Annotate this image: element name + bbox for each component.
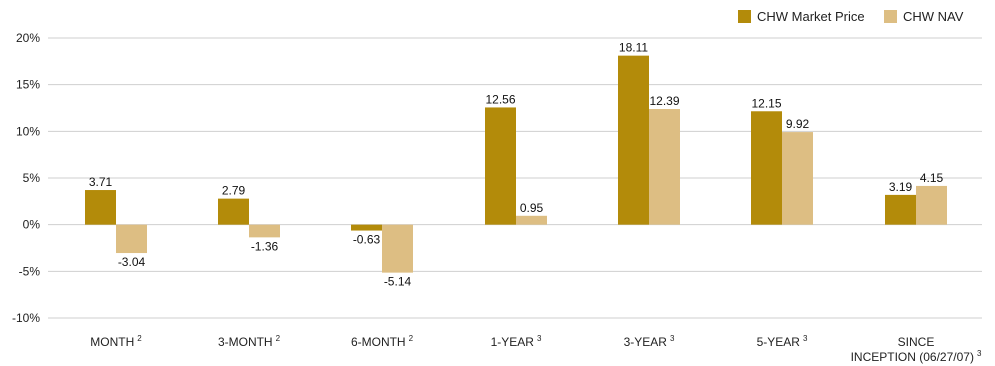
- bar-market-price: [485, 107, 516, 225]
- x-category-label: 3-YEAR 3: [624, 334, 675, 349]
- y-tick-label: 10%: [16, 124, 40, 138]
- y-tick-label: -5%: [19, 264, 41, 278]
- legend-swatch-market-price: [738, 10, 751, 23]
- legend-label-market-price: CHW Market Price: [757, 9, 865, 24]
- data-label: -1.36: [251, 239, 279, 253]
- bar-market-price: [885, 194, 916, 225]
- data-label: 3.71: [89, 175, 113, 189]
- data-label: 12.56: [485, 92, 515, 106]
- x-axis: MONTH 2 3-MONTH 2 6-MONTH 2 1-YEAR 3 3-YEAR 3 5-YE…: [90, 334, 982, 364]
- x-category-label: SINCE: [898, 335, 935, 349]
- bar-nav: [116, 224, 147, 254]
- y-tick-label: -10%: [12, 311, 40, 325]
- x-category-label: 3-MONTH 2: [218, 334, 281, 349]
- legend-swatch-nav: [884, 10, 897, 23]
- x-category-label: 5-YEAR 3: [757, 334, 808, 349]
- y-tick-label: 15%: [16, 78, 40, 92]
- data-label: 12.15: [751, 96, 781, 110]
- data-label: -0.63: [353, 233, 381, 247]
- bar-nav: [782, 132, 813, 225]
- data-label: -3.04: [118, 255, 146, 269]
- y-tick-label: 5%: [23, 171, 41, 185]
- data-label: 9.92: [786, 117, 810, 131]
- legend: CHW Market Price CHW NAV: [738, 9, 964, 24]
- bar-market-price: [751, 111, 782, 225]
- data-label: 3.19: [889, 180, 913, 194]
- data-labels: 3.71 2.79 -0.63 12.56 18.11 12.15 3.19 -3.04 -1.…: [89, 41, 944, 289]
- bar-nav: [249, 224, 280, 238]
- data-label: 12.39: [649, 94, 679, 108]
- data-label: 2.79: [222, 184, 246, 198]
- x-category-label-line2: INCEPTION (06/27/07) 3: [851, 349, 982, 364]
- bar-market-price: [351, 224, 382, 231]
- data-label: -5.14: [384, 275, 412, 289]
- x-category-label: MONTH 2: [90, 334, 142, 349]
- y-tick-label: 20%: [16, 31, 40, 45]
- data-label: 18.11: [619, 41, 648, 55]
- bar-nav: [382, 224, 413, 273]
- bar-nav: [649, 109, 680, 225]
- bar-market-price: [85, 190, 116, 225]
- bar-market-price: [218, 198, 249, 225]
- bars: [85, 55, 947, 273]
- x-category-label: 1-YEAR 3: [491, 334, 542, 349]
- data-label: 4.15: [920, 171, 944, 185]
- x-category-label: 6-MONTH 2: [351, 334, 414, 349]
- bar-market-price: [618, 55, 649, 225]
- legend-label-nav: CHW NAV: [903, 9, 964, 24]
- data-label: 0.95: [520, 201, 544, 215]
- y-tick-label: 0%: [23, 218, 41, 232]
- bar-nav: [516, 215, 547, 225]
- bar-nav: [916, 185, 947, 225]
- y-axis: 20% 15% 10% 5% 0% -5% -10%: [12, 31, 40, 325]
